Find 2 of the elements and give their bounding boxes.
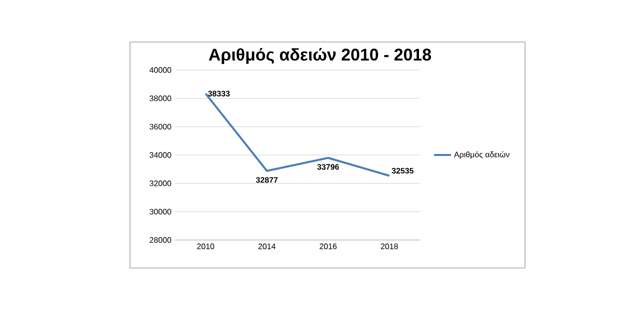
chart-title: Αριθμός αδειών 2010 - 2018: [208, 48, 432, 64]
line-series: [204, 92, 390, 177]
